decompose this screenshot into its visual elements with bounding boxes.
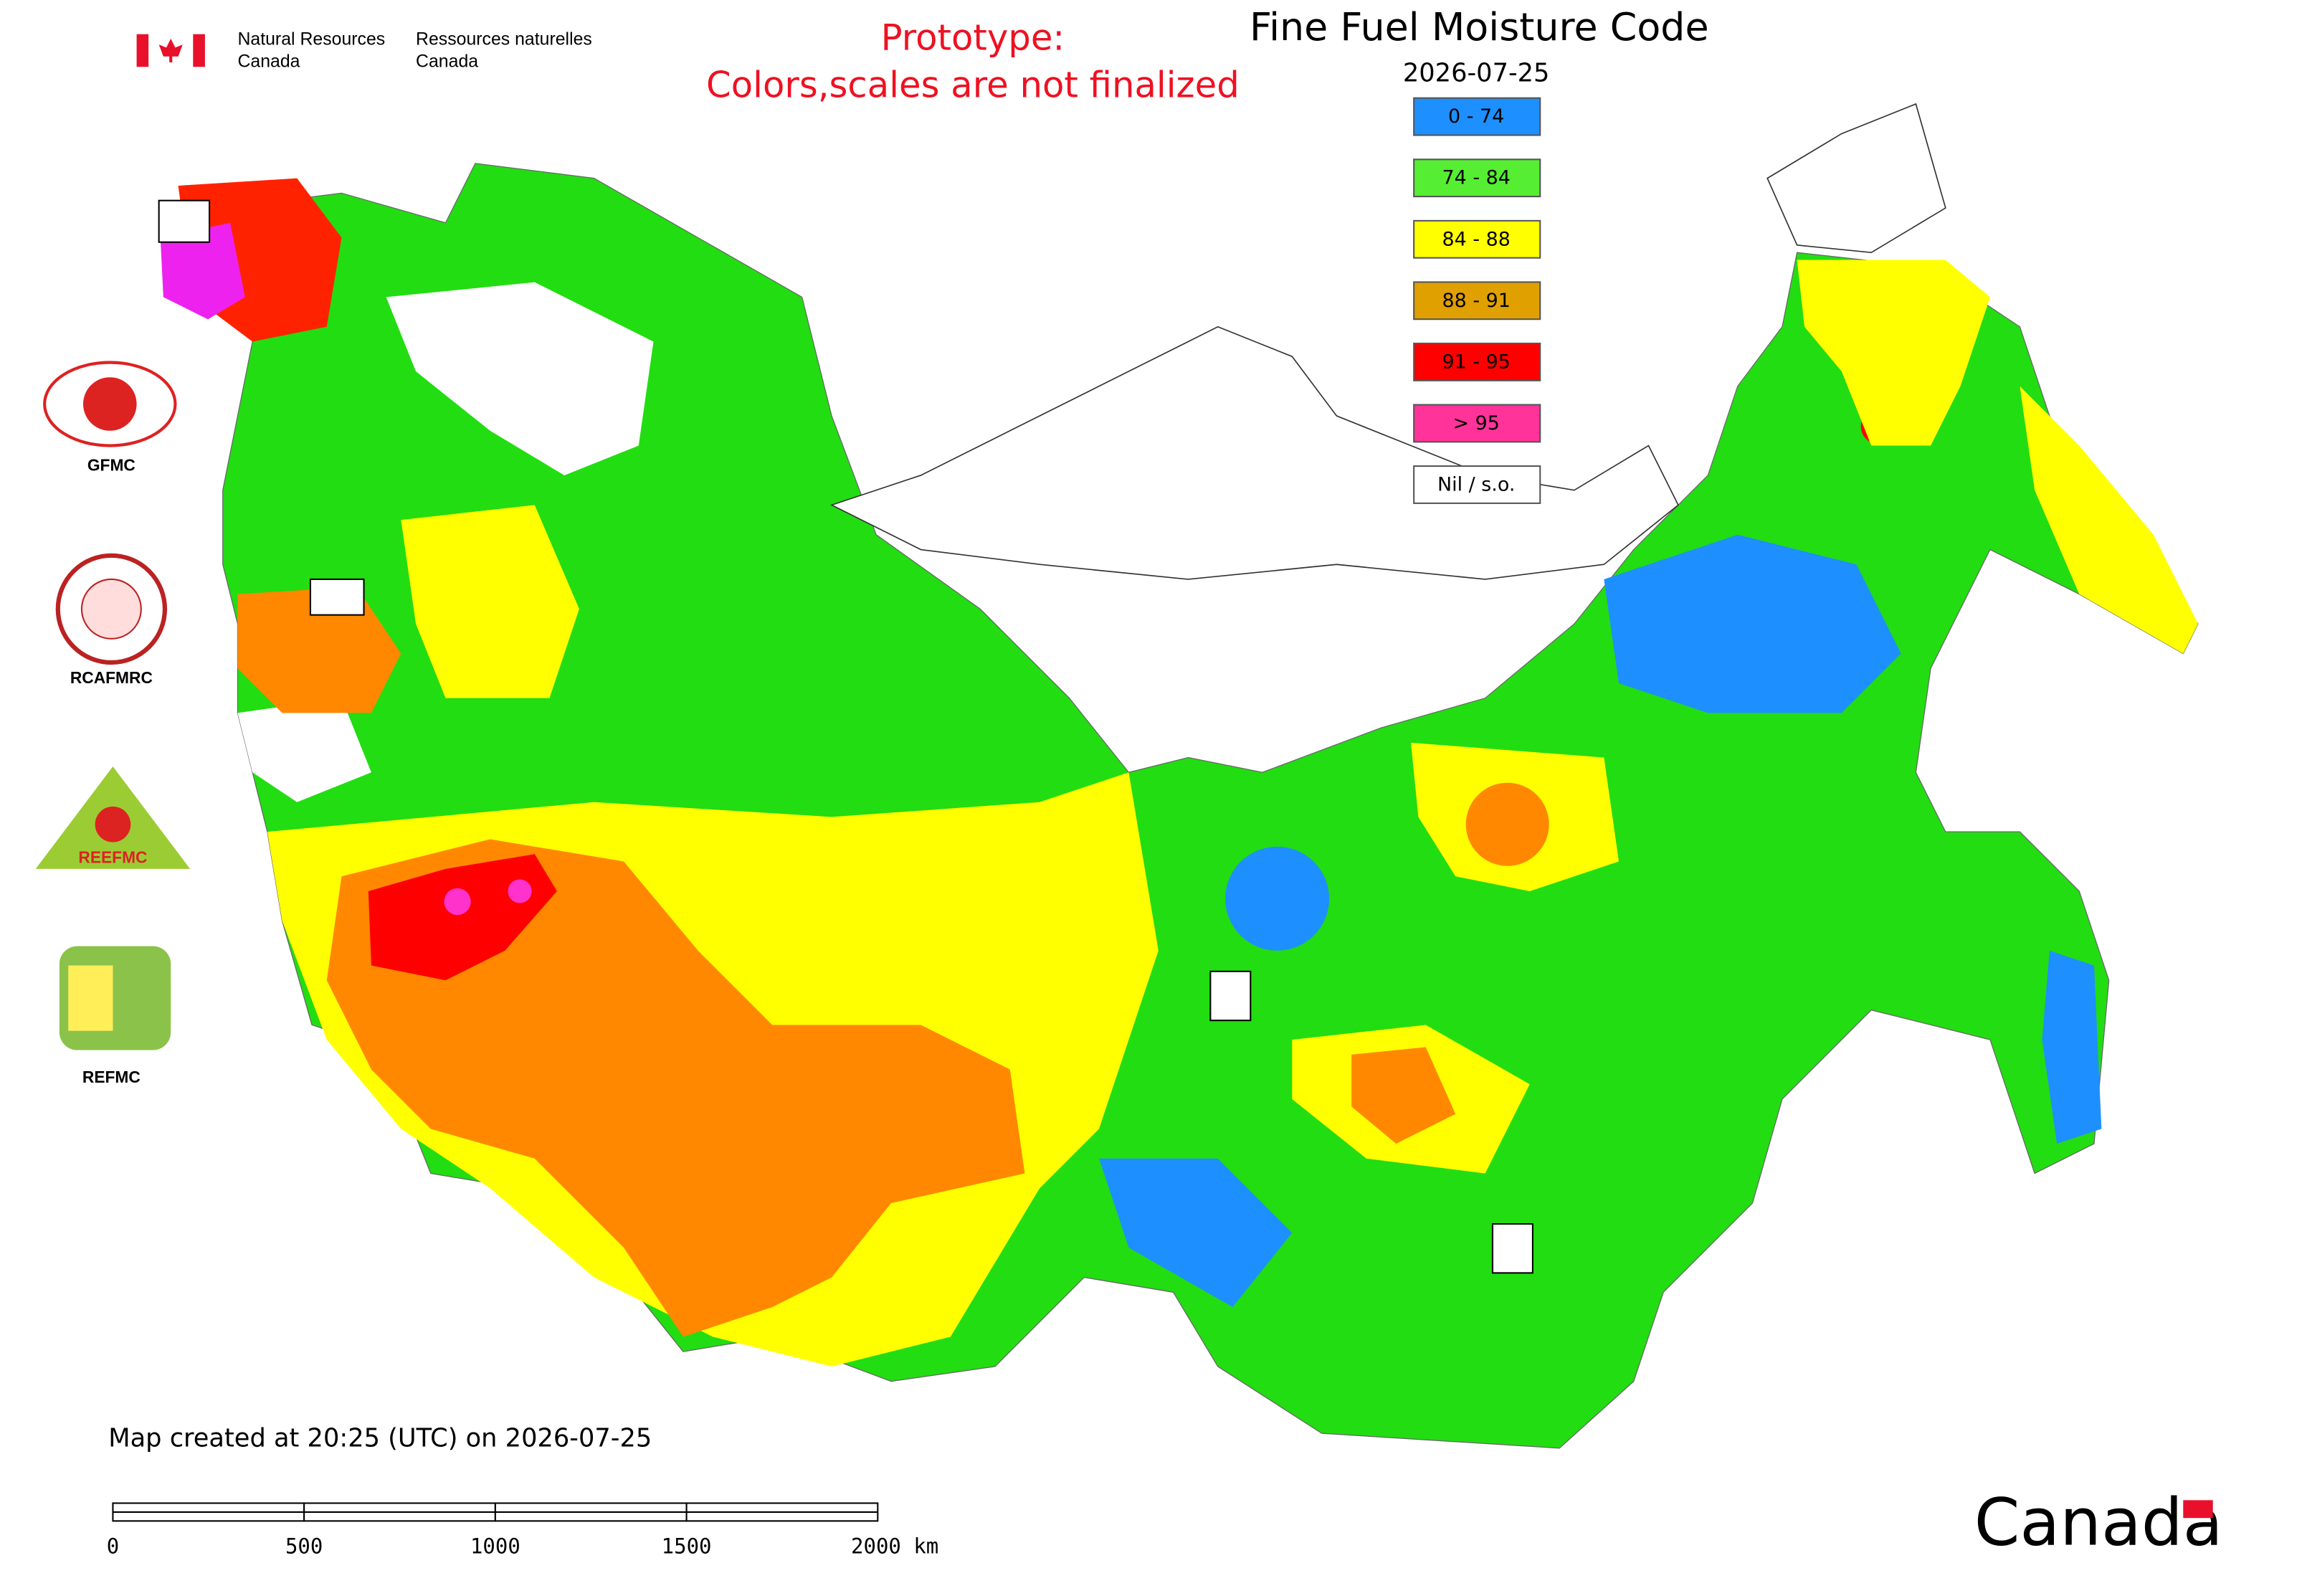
logo-mark (83, 377, 137, 431)
logo-label: REFMC (82, 1068, 141, 1086)
notice: Colors,scales are not finalized (706, 65, 1240, 106)
map-station-logo (1209, 970, 1252, 1022)
white-sea (386, 282, 654, 475)
agency-signature: Natural Resources Canada Ressources natu… (136, 30, 592, 72)
zone-magenta (444, 888, 471, 916)
zone-orange-kaz (326, 839, 1025, 1337)
zone-blue-sayan (1098, 1158, 1293, 1308)
map-station-logo (158, 199, 211, 243)
zone-magenta (508, 879, 532, 903)
caspian (237, 698, 371, 802)
legend-swatch (1413, 404, 1541, 443)
logo-mark (80, 578, 142, 640)
legend-label: 0 - 74 (1448, 105, 1504, 128)
arctic-island (1766, 103, 1946, 254)
legend-label: 74 - 84 (1442, 167, 1511, 189)
zone-yellow-kamchatka (2020, 386, 2198, 654)
zone-orange-central (1465, 782, 1549, 866)
agency-fr: Ressources naturelles (416, 30, 592, 49)
map-station-logo (1491, 1222, 1533, 1274)
map-title: Fine Fuel Moisture Code (1250, 4, 1709, 49)
flag-bar (136, 34, 149, 67)
canada-wordmark: Canada (1974, 1485, 2223, 1561)
flag-bar (193, 34, 205, 67)
logo-label: RCAFMRC (70, 668, 153, 687)
scale-label: 500 (285, 1534, 323, 1559)
scale-label: 0 (107, 1534, 119, 1559)
zone-blue-east (2042, 950, 2102, 1144)
legend-label: > 95 (1452, 412, 1499, 434)
legend-label: Nil / s.o. (1437, 474, 1515, 496)
arctic-islands (829, 326, 1679, 580)
logos: GFMC RCAFMRC REEFMC REFMC (35, 199, 1533, 1274)
zone-orange-baikal (1351, 1047, 1456, 1144)
wordmark-flag (2183, 1500, 2213, 1519)
agency-en: Natural Resources (237, 30, 385, 49)
map-station-logo (309, 578, 365, 616)
scale-label: 1000 (470, 1534, 520, 1559)
logo-mark (68, 965, 113, 1031)
zone-yellow-west (401, 505, 579, 698)
scale-label: 2000 km (851, 1534, 938, 1559)
legend-swatch (1413, 158, 1541, 198)
legend-swatch (1413, 97, 1541, 136)
legend: 0 - 74 74 - 84 84 - 88 88 - 91 91 - 95 > 95 Ni… (1413, 97, 1541, 504)
zone-blue-yakutia (1604, 534, 1901, 713)
zone-orange-west (237, 586, 401, 713)
legend-swatch (1413, 219, 1541, 259)
map-footer: Map created at 20:25 (UTC) on 2026-07-25 (108, 1423, 652, 1453)
legend-label: 88 - 91 (1442, 290, 1511, 312)
map-date: 2026-07-25 (1403, 59, 1550, 88)
legend-swatch (1413, 342, 1541, 381)
legend-label: 84 - 88 (1442, 228, 1511, 250)
agency-en: Canada (237, 52, 300, 72)
zone-yellow-ne (1797, 260, 1990, 446)
legend-label: 91 - 95 (1442, 351, 1511, 373)
logo-text: REEFMC (78, 847, 147, 866)
scale-label: 1500 (662, 1534, 712, 1559)
zone-blue (1225, 846, 1330, 951)
agency-fr: Canada (416, 52, 478, 72)
logo-mark (95, 806, 131, 842)
notice: Prototype: (881, 16, 1065, 58)
legend-swatch (1413, 465, 1541, 504)
map (160, 103, 2199, 1449)
logo-label: GFMC (87, 456, 135, 475)
maple-leaf (158, 38, 183, 63)
zone-nw-magenta (160, 222, 245, 320)
legend-swatch (1413, 281, 1541, 320)
scale-bar: 0 500 1000 1500 2000 km (107, 1502, 938, 1559)
